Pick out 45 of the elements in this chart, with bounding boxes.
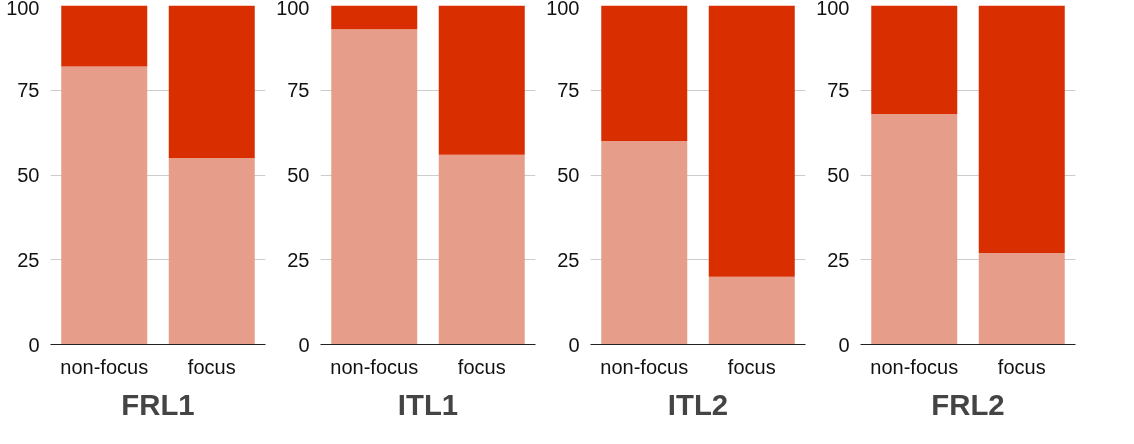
y-tick-label: 25 <box>17 248 40 271</box>
x-tick-label: non-focus <box>330 355 419 378</box>
bar <box>871 5 958 114</box>
y-tick-label: 100 <box>6 0 40 19</box>
bar <box>168 5 255 159</box>
bar <box>438 154 525 345</box>
y-tick-label: 75 <box>17 79 40 102</box>
bar <box>61 5 148 67</box>
bar <box>978 252 1065 345</box>
text: ITL2 <box>667 387 729 421</box>
y-tick-label: 0 <box>28 333 40 356</box>
y-tick-label: 75 <box>557 79 580 102</box>
text: ITL1 <box>397 387 459 421</box>
y-tick-label: 25 <box>827 248 850 271</box>
x-tick-label: focus <box>187 355 236 378</box>
y-tick-label: 25 <box>557 248 580 271</box>
y-tick-label: 50 <box>557 164 580 186</box>
y-tick-label: 25 <box>287 248 310 271</box>
y-tick-label: 0 <box>298 333 310 356</box>
x-tick-label: focus <box>727 355 776 378</box>
y-tick-label: 100 <box>546 0 580 19</box>
x-tick-label: non-focus <box>60 355 149 378</box>
bar <box>601 141 688 345</box>
x-tick-label: non-focus <box>870 355 959 378</box>
x-tick-label: focus <box>997 355 1046 378</box>
x-tick-label: non-focus <box>600 355 689 378</box>
y-tick-label: 50 <box>17 164 40 186</box>
text: FRL1 <box>121 387 195 421</box>
bar <box>708 276 795 345</box>
y-tick-label: 75 <box>287 79 310 102</box>
bar <box>601 5 688 142</box>
y-tick-label: 50 <box>287 164 310 186</box>
bar <box>168 158 255 345</box>
bar <box>871 113 958 345</box>
y-tick-label: 0 <box>568 333 580 356</box>
x-tick-label: focus <box>457 355 506 378</box>
bar <box>331 5 418 30</box>
y-tick-label: 75 <box>827 79 850 102</box>
y-tick-label: 100 <box>816 0 850 19</box>
bar <box>438 5 525 155</box>
y-tick-label: 100 <box>276 0 310 19</box>
y-tick-label: 0 <box>838 333 850 356</box>
text: FRL2 <box>931 387 1005 421</box>
bar <box>978 5 1065 253</box>
y-tick-label: 50 <box>827 164 850 186</box>
